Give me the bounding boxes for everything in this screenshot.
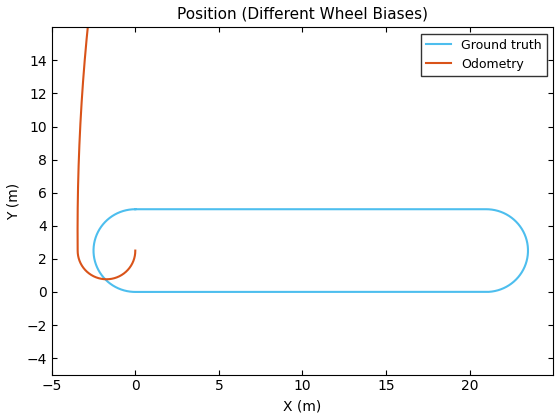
X-axis label: X (m): X (m) (283, 399, 321, 413)
Legend: Ground truth, Odometry: Ground truth, Odometry (421, 34, 547, 76)
Title: Position (Different Wheel Biases): Position (Different Wheel Biases) (177, 7, 428, 22)
Y-axis label: Y (m): Y (m) (7, 182, 21, 220)
